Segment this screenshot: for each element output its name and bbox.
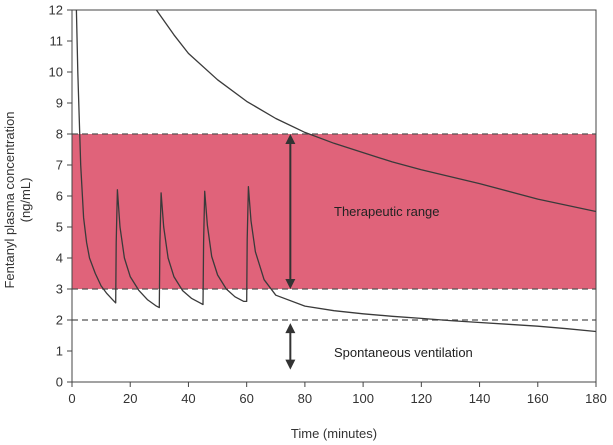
x-tick-label-100: 100 bbox=[352, 391, 374, 406]
y-axis-title-line-1: Fentanyl plasma concentration bbox=[2, 111, 17, 288]
x-tick-label-160: 160 bbox=[527, 391, 549, 406]
y-tick-label-10: 10 bbox=[49, 65, 63, 80]
x-tick-label-20: 20 bbox=[123, 391, 137, 406]
therapeutic-range-arrow-head-down bbox=[285, 279, 296, 289]
y-tick-label-4: 4 bbox=[56, 251, 63, 266]
y-tick-label-1: 1 bbox=[56, 344, 63, 359]
therapeutic-range-arrow bbox=[285, 134, 296, 289]
y-tick-label-7: 7 bbox=[56, 158, 63, 173]
x-tick-label-0: 0 bbox=[68, 391, 75, 406]
y-tick-label-3: 3 bbox=[56, 282, 63, 297]
series-layer bbox=[75, 10, 596, 333]
x-tick-label-180: 180 bbox=[585, 391, 607, 406]
y-tick-label-8: 8 bbox=[56, 127, 63, 142]
spontaneous-ventilation-arrow-head-down bbox=[285, 359, 296, 370]
x-axis-title: Time (minutes) bbox=[291, 426, 377, 441]
series-line-1 bbox=[75, 10, 596, 333]
spontaneous-ventilation-arrow bbox=[285, 323, 296, 370]
y-tick-label-0: 0 bbox=[56, 375, 63, 390]
therapeutic-range-arrow-head-up bbox=[285, 134, 296, 144]
y-axis-title-line-2: (ng/mL) bbox=[18, 178, 33, 223]
y-tick-label-5: 5 bbox=[56, 220, 63, 235]
annotations-layer: Therapeutic range Spontaneous ventilation bbox=[285, 134, 473, 370]
spontaneous-ventilation-arrow-head-up bbox=[285, 323, 296, 334]
series-line-2 bbox=[155, 10, 596, 213]
spontaneous-ventilation-label: Spontaneous ventilation bbox=[334, 345, 473, 360]
y-tick-label-6: 6 bbox=[56, 189, 63, 204]
therapeutic-range-label: Therapeutic range bbox=[334, 204, 440, 219]
y-tick-label-12: 12 bbox=[49, 3, 63, 18]
y-tick-label-2: 2 bbox=[56, 313, 63, 328]
reference-lines-layer bbox=[72, 133, 596, 321]
x-tick-label-120: 120 bbox=[410, 391, 432, 406]
x-tick-label-40: 40 bbox=[181, 391, 195, 406]
x-tick-label-140: 140 bbox=[469, 391, 491, 406]
y-tick-label-11: 11 bbox=[50, 34, 64, 49]
y-tick-label-9: 9 bbox=[56, 96, 63, 111]
x-tick-label-60: 60 bbox=[239, 391, 253, 406]
x-tick-label-80: 80 bbox=[298, 391, 312, 406]
